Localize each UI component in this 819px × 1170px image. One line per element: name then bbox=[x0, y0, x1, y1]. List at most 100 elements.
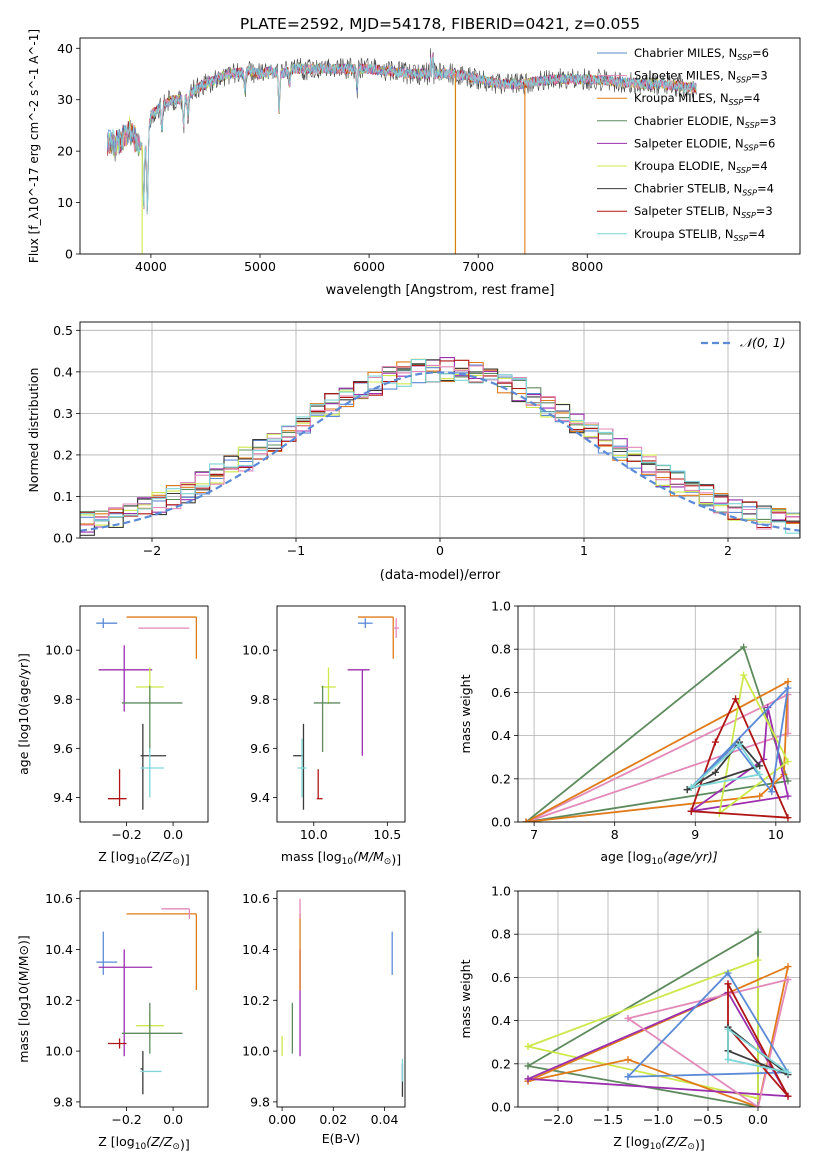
spectrum-ytick-label: 0 bbox=[65, 247, 73, 262]
legend-entry-tail: =3 bbox=[760, 114, 777, 128]
spectrum-xtick-label: 4000 bbox=[135, 259, 167, 274]
weight_vs_Z-xtick-label: −1.5 bbox=[593, 1112, 623, 1127]
weight_vs_age-ytick-label: 1.0 bbox=[491, 599, 511, 614]
legend-entry-base: Salpeter MILES, N bbox=[634, 69, 736, 83]
weight_vs_age-ytick-label: 0.2 bbox=[491, 771, 511, 786]
weight_vs_age-plot-area bbox=[522, 643, 792, 822]
age_vs_Z-ytick-label: 9.4 bbox=[53, 790, 73, 805]
age_vs_Z-xtick-label: −0.2 bbox=[111, 827, 141, 842]
legend-entry-sub: SSP bbox=[741, 211, 756, 220]
spectrum-plot-area bbox=[106, 48, 697, 254]
mass_vs_Z-ytick-label: 10.0 bbox=[45, 1044, 73, 1059]
legend-entry-sub: SSP bbox=[736, 76, 751, 85]
age_vs_Z-ytick-label: 9.8 bbox=[53, 692, 73, 707]
weight_vs_Z-series-line bbox=[727, 1027, 789, 1074]
legend-entry: Chabrier STELIB, NSSP=4 bbox=[634, 182, 774, 198]
mass_vs_EBV-xtick-label: 0.00 bbox=[268, 1112, 296, 1127]
spectrum-xtick-label: 6000 bbox=[353, 259, 385, 274]
legend-entry-base: Kroupa STELIB, N bbox=[634, 227, 734, 241]
legend-entry-sub: SSP bbox=[729, 98, 744, 107]
legend-entry: Salpeter STELIB, NSSP=3 bbox=[634, 204, 773, 220]
age_vs_Z-xlabel-part: Z [log bbox=[98, 849, 134, 864]
weight_vs_age-series-line bbox=[525, 693, 789, 822]
weight_vs_Z-xlabel: Z [log10(Z/Z⊙)] bbox=[613, 1134, 704, 1152]
weight_vs_Z-plot-area bbox=[524, 928, 792, 1107]
weight_vs_Z-series-line bbox=[527, 991, 790, 1098]
mass_vs_EBV-frame bbox=[276, 890, 406, 1108]
legend-entry-tail: =3 bbox=[751, 69, 768, 83]
legend-entry-base: Chabrier STELIB, N bbox=[634, 182, 742, 196]
residuals-xlabel: (data-model)/error bbox=[380, 568, 501, 583]
age_vs_mass-xlabel-part: )] bbox=[391, 852, 401, 867]
legend-entry-base: Chabrier MILES, N bbox=[634, 46, 737, 60]
mass_vs_EBV-ytick-label: 10.0 bbox=[242, 1044, 270, 1059]
legend-entry-tail: =4 bbox=[748, 227, 765, 241]
weight_vs_age-series-line bbox=[690, 707, 789, 813]
legend-entry: 𝒩(0, 1) bbox=[740, 335, 786, 350]
legend-entry-sub: SSP bbox=[734, 234, 749, 243]
mass_vs_Z-xtick-label: 0.0 bbox=[163, 1112, 183, 1127]
age_vs_Z-xlabel-part: (Z/Z bbox=[146, 849, 173, 864]
weight_vs_age-xlabel: age [log10(age/yr)] bbox=[600, 849, 717, 867]
legend-entry-tail: =4 bbox=[751, 159, 768, 173]
mass_vs_EBV-ytick-label: 10.6 bbox=[242, 891, 270, 906]
weight_vs_Z-xlabel-part: 10 bbox=[650, 1142, 662, 1152]
weight_vs_Z-xtick-label: −0.5 bbox=[693, 1112, 723, 1127]
legend-entry-base: Kroupa MILES, N bbox=[634, 91, 729, 105]
weight_vs_age-xtick-label: 10 bbox=[768, 827, 784, 842]
weight_vs_age-ytick-label: 0.4 bbox=[491, 728, 511, 743]
weight_vs_age-ytick-label: 0.8 bbox=[491, 642, 511, 657]
residuals-xtick-label: −2 bbox=[143, 543, 161, 558]
weight_vs_Z-ytick-label: 0.0 bbox=[491, 1100, 511, 1115]
age_vs_Z-xtick-label: 0.0 bbox=[163, 827, 183, 842]
legend-entry-sub: SSP bbox=[736, 166, 751, 175]
legend-entry-base: Kroupa ELODIE, N bbox=[634, 159, 736, 173]
residual-histogram bbox=[80, 359, 800, 535]
residuals-ytick-label: 0.1 bbox=[53, 489, 73, 504]
mass_vs_Z-ytick-label: 9.8 bbox=[53, 1094, 73, 1109]
mass_vs_Z-xlabel: Z [log10(Z/Z⊙)] bbox=[98, 1134, 189, 1152]
weight_vs_age-ytick-label: 0.0 bbox=[491, 815, 511, 830]
weight_vs_age-xlabel-part: (age/yr)] bbox=[663, 849, 718, 864]
spectrum-series-line bbox=[107, 48, 697, 215]
age_vs_Z-panel: −0.2 0.0 9.4 9.6 9.8 10.0 Z [log10(Z/Z⊙)] age [… bbox=[16, 605, 209, 867]
weight_vs_Z-ytick-label: 0.6 bbox=[491, 970, 511, 985]
weight_vs_Z-series-line bbox=[527, 958, 759, 1100]
mass_vs_EBV-xlabel: E(B-V) bbox=[322, 1131, 361, 1146]
weight_vs_Z-xtick-label: 0.0 bbox=[748, 1112, 768, 1127]
spectrum-panel: 4000 5000 6000 7000 8000 0 10 20 30 40 wavelength … bbox=[27, 29, 801, 298]
age_vs_Z-frame bbox=[79, 605, 209, 823]
weight_vs_Z-xtick-label: −2.0 bbox=[543, 1112, 573, 1127]
residuals-ytick-label: 0.5 bbox=[53, 323, 73, 338]
legend-entry-sub: SSP bbox=[737, 53, 752, 62]
residuals-ylabel: Normed distribution bbox=[26, 368, 41, 493]
mass_vs_Z-xlabel-part: )] bbox=[180, 1137, 190, 1152]
age_vs_mass-xtick-label: 10.0 bbox=[300, 827, 328, 842]
spectrum-xtick-label: 7000 bbox=[462, 259, 494, 274]
weight_vs_Z-xtick-label: −1.0 bbox=[643, 1112, 673, 1127]
legend-entry: Kroupa STELIB, NSSP=4 bbox=[634, 227, 765, 243]
age_vs_Z-ylabel: age [log10(age/yr)] bbox=[16, 653, 31, 775]
weight_vs_Z-series-line bbox=[627, 978, 790, 1107]
spectrum-xtick-label: 8000 bbox=[571, 259, 603, 274]
spectrum-ytick-label: 20 bbox=[57, 144, 73, 159]
mass_vs_Z-ylabel: mass [log10(M/M⊙)] bbox=[16, 935, 31, 1063]
residuals-plot-area bbox=[80, 357, 800, 537]
residuals-frame bbox=[79, 321, 801, 539]
weight_vs_age-series-line bbox=[525, 645, 790, 822]
weight_vs_age-frame bbox=[517, 605, 801, 823]
age_vs_Z-plot-area bbox=[96, 616, 198, 810]
legend-entry-tail: =4 bbox=[743, 91, 760, 105]
spectrum-ytick-label: 30 bbox=[57, 92, 73, 107]
legend-entry-tail: =4 bbox=[757, 182, 774, 196]
residuals-xtick-label: −1 bbox=[287, 543, 305, 558]
mass_vs_Z-xlabel-part: 10 bbox=[135, 1142, 147, 1152]
mass_vs_Z-xtick-label: −0.2 bbox=[111, 1112, 141, 1127]
residuals-ytick-label: 0.4 bbox=[53, 364, 73, 379]
legend-entry: Salpeter ELODIE, NSSP=6 bbox=[634, 136, 775, 152]
mass_vs_Z-frame bbox=[79, 890, 209, 1108]
weight_vs_age-xlabel-part: 10 bbox=[652, 857, 664, 867]
residual-histogram bbox=[80, 364, 800, 537]
